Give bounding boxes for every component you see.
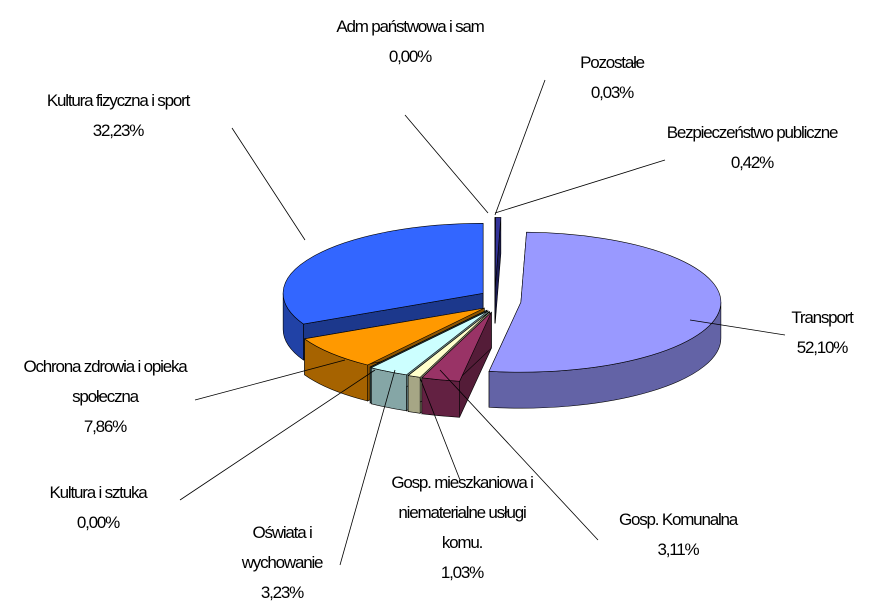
value-label: 32,23% [92,121,145,140]
slice-label: Gosp. Komunalna 3,11% [593,505,763,565]
slice-label: Kultura i sztuka 0,00% [3,478,193,538]
category-name: Adm państwowa i sam [336,17,484,36]
category-name: Kultura i sztuka [49,483,147,502]
leader-line [419,377,461,481]
leader-line [339,369,396,566]
slice-label: Gosp. mieszkaniowa i niematerialne usług… [387,468,537,588]
value-label: 0,00% [388,47,432,66]
category-name: Transport [791,308,854,327]
slice-label: Kultura fizyczna i sport 32,23% [23,86,213,146]
value-label: 3,23% [260,583,304,602]
value-label: 52,10% [796,338,849,357]
slice-top [488,231,722,373]
category-name: Ochrona zdrowia i opieka społeczna [23,357,187,406]
category-name: Bezpieczeństwo publiczne [666,123,839,142]
category-name: Kultura fizyczna i sport [46,91,190,110]
slice-top [421,311,492,382]
leader-line [439,369,599,541]
slice-top [494,217,502,288]
slice-top [282,223,484,325]
leader-line [404,114,489,214]
category-name: Pozostałe [580,53,645,72]
slice-label: Adm państwowa i sam 0,00% [315,12,505,72]
category-name: Oświata i wychowanie [241,523,324,572]
slice-top [370,310,489,376]
value-label: 0,42% [730,153,774,172]
leader-line [194,359,346,401]
leader-line [689,319,786,336]
slice-label: Ochrona zdrowia i opieka społeczna 7,86% [5,352,205,442]
value-label: 7,86% [83,417,127,436]
slice-label: Transport 52,10% [772,303,872,363]
slice-label: Bezpieczeństwo publiczne 0,42% [662,118,842,178]
value-label: 3,11% [657,540,700,559]
slice-top [303,307,485,366]
category-name: Gosp. Komunalna [618,510,738,529]
leader-line [494,79,546,216]
value-label: 1,03% [440,563,484,582]
value-label: 0,00% [76,513,120,532]
slice-top [407,311,490,378]
slice-wall [407,375,421,414]
leader-line [231,127,306,241]
leader-line [179,369,376,501]
value-label: 0,03% [590,83,634,102]
leader-line [494,159,666,214]
slice-label: Pozostałe 0,03% [552,48,672,108]
slice-label: Oświata i wychowanie 3,23% [222,518,342,608]
slice-top [370,309,487,368]
category-name: Gosp. mieszkaniowa i niematerialne usług… [391,473,534,552]
